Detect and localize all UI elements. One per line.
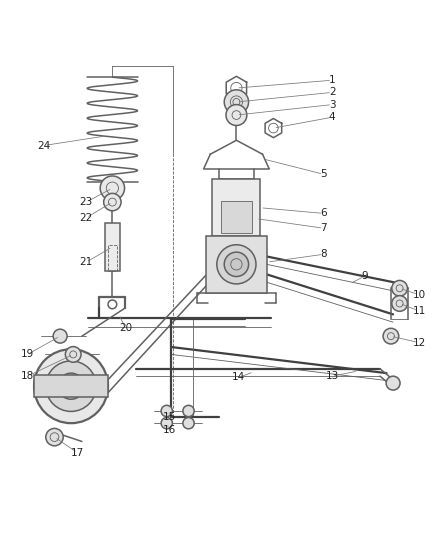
Circle shape bbox=[386, 376, 400, 390]
Text: 6: 6 bbox=[320, 208, 327, 219]
Text: 17: 17 bbox=[71, 448, 84, 458]
Text: 22: 22 bbox=[80, 213, 93, 223]
Circle shape bbox=[58, 373, 84, 399]
Circle shape bbox=[183, 417, 194, 429]
Circle shape bbox=[224, 252, 249, 277]
Circle shape bbox=[46, 429, 63, 446]
Text: 13: 13 bbox=[325, 371, 339, 381]
Text: 18: 18 bbox=[21, 371, 34, 381]
Bar bbox=[212, 180, 260, 236]
Text: 1: 1 bbox=[329, 75, 336, 85]
Text: 7: 7 bbox=[320, 223, 327, 233]
Circle shape bbox=[392, 280, 407, 296]
Text: 11: 11 bbox=[413, 306, 426, 316]
Bar bbox=[34, 375, 108, 397]
Circle shape bbox=[161, 417, 173, 429]
Bar bbox=[221, 201, 252, 232]
Text: 20: 20 bbox=[119, 324, 132, 333]
Circle shape bbox=[100, 176, 124, 200]
Text: 9: 9 bbox=[361, 271, 368, 281]
Circle shape bbox=[224, 90, 249, 114]
Text: 19: 19 bbox=[21, 350, 34, 359]
Circle shape bbox=[65, 346, 81, 362]
Text: 8: 8 bbox=[320, 249, 327, 260]
Circle shape bbox=[34, 349, 108, 423]
Text: 10: 10 bbox=[413, 290, 426, 300]
Circle shape bbox=[226, 104, 247, 125]
Circle shape bbox=[392, 296, 407, 311]
Circle shape bbox=[161, 405, 173, 417]
Text: 3: 3 bbox=[329, 100, 336, 110]
Text: 16: 16 bbox=[162, 425, 176, 435]
Circle shape bbox=[46, 361, 96, 411]
Text: 4: 4 bbox=[329, 112, 336, 122]
Circle shape bbox=[217, 245, 256, 284]
Text: 14: 14 bbox=[232, 373, 245, 383]
Circle shape bbox=[53, 329, 67, 343]
Text: 21: 21 bbox=[80, 257, 93, 267]
Circle shape bbox=[383, 328, 399, 344]
Circle shape bbox=[183, 405, 194, 417]
Bar bbox=[108, 245, 117, 271]
Text: 2: 2 bbox=[329, 87, 336, 98]
Text: 15: 15 bbox=[162, 411, 176, 422]
Text: 23: 23 bbox=[80, 197, 93, 207]
Text: 5: 5 bbox=[320, 169, 327, 179]
Text: 24: 24 bbox=[37, 141, 51, 150]
Bar bbox=[105, 223, 120, 271]
Text: 12: 12 bbox=[413, 338, 426, 348]
Circle shape bbox=[104, 193, 121, 211]
Bar bbox=[206, 236, 267, 293]
